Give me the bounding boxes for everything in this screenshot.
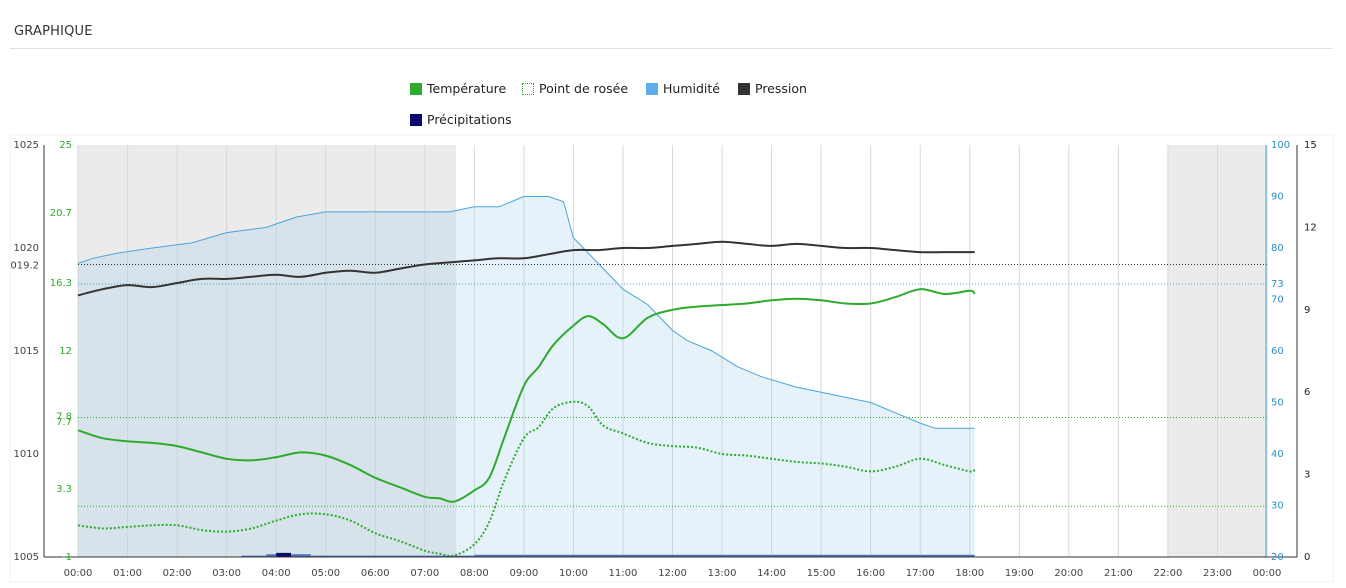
precipitation-bar bbox=[276, 552, 292, 557]
precipitation-tick-label: 9 bbox=[1304, 305, 1310, 316]
precipitation-tick-label: 6 bbox=[1304, 387, 1310, 398]
legend-label: Point de rosée bbox=[539, 81, 629, 96]
precipitation-bar bbox=[291, 554, 311, 557]
precipitation-tick-label: 12 bbox=[1304, 222, 1317, 233]
precipitation-bar bbox=[722, 554, 772, 557]
legend-item-precipitation[interactable]: Précipitations bbox=[410, 112, 512, 127]
page-title: GRAPHIQUE bbox=[14, 24, 93, 39]
humidity-area bbox=[78, 196, 975, 557]
humidity-tick-label: 80 bbox=[1271, 243, 1284, 254]
legend-item-temperature[interactable]: Température bbox=[410, 81, 506, 96]
legend-label: Humidité bbox=[663, 81, 720, 96]
blue-square-icon bbox=[646, 82, 658, 95]
x-tick-label: 04:00 bbox=[262, 568, 291, 579]
x-tick-label: 15:00 bbox=[807, 568, 836, 579]
legend-item-humidity[interactable]: Humidité bbox=[646, 81, 720, 96]
precipitation-bar bbox=[325, 555, 376, 557]
humidity-tick-label: 73 bbox=[1271, 279, 1284, 290]
x-tick-label: 00:00 bbox=[1253, 568, 1282, 579]
humidity-tick-label: 100 bbox=[1271, 140, 1290, 151]
legend-item-pressure[interactable]: Pression bbox=[738, 81, 807, 96]
x-tick-label: 16:00 bbox=[856, 568, 885, 579]
pressure-line bbox=[77, 240, 975, 297]
precipitation-tick-label: 3 bbox=[1304, 470, 1310, 481]
precipitation-bar bbox=[771, 554, 822, 557]
precipitation-bar bbox=[920, 554, 970, 557]
humidity-tick-label: 40 bbox=[1271, 449, 1284, 460]
temperature-tick-label: 7.7 bbox=[56, 417, 72, 428]
x-tick-label: 10:00 bbox=[559, 568, 588, 579]
temperature-tick-label: 3.3 bbox=[56, 484, 72, 495]
pressure-tick-label: 1015 bbox=[14, 346, 39, 357]
navy-square-icon bbox=[410, 113, 422, 126]
dotted-square-icon bbox=[522, 82, 534, 95]
pressure-tick-label: 1020 bbox=[14, 243, 39, 254]
x-tick-label: 07:00 bbox=[410, 568, 439, 579]
pressure-tick-label: 1005 bbox=[14, 552, 39, 563]
x-tick-label: 23:00 bbox=[1203, 568, 1232, 579]
x-tick-label: 05:00 bbox=[311, 568, 340, 579]
precipitation-bar bbox=[870, 554, 921, 557]
x-tick-label: 20:00 bbox=[1054, 568, 1083, 579]
legend-item-dew-point[interactable]: Point de rosée bbox=[522, 81, 628, 96]
temperature-tick-label: 12 bbox=[59, 346, 72, 357]
precipitation-bar bbox=[672, 554, 723, 557]
precipitation-tick-label: 15 bbox=[1304, 140, 1317, 151]
humidity-tick-label: 30 bbox=[1271, 501, 1284, 512]
humidity-tick-label: 70 bbox=[1271, 295, 1284, 306]
x-tick-label: 12:00 bbox=[658, 568, 687, 579]
precipitation-bar bbox=[622, 554, 673, 557]
temperature-tick-label: 7.8 bbox=[56, 412, 72, 423]
precipitation-tick-label: 0 bbox=[1304, 552, 1310, 563]
humidity-tick-label: 20 bbox=[1271, 552, 1284, 563]
humidity-tick-label: 90 bbox=[1271, 192, 1284, 203]
green-square-icon bbox=[410, 82, 422, 95]
temperature-tick-label: 25 bbox=[59, 140, 72, 151]
x-tick-label: 19:00 bbox=[1005, 568, 1034, 579]
dew-point-line bbox=[77, 400, 976, 557]
precipitation-bar bbox=[424, 555, 475, 557]
x-tick-label: 11:00 bbox=[609, 568, 638, 579]
temperature-tick-label: -1 bbox=[62, 552, 72, 563]
x-tick-label: 02:00 bbox=[163, 568, 192, 579]
pressure-marker-label: 019.2 bbox=[10, 260, 39, 271]
precipitation-bar bbox=[523, 554, 574, 557]
precipitation-bar bbox=[474, 554, 524, 557]
x-tick-label: 01:00 bbox=[113, 568, 142, 579]
header-divider bbox=[10, 48, 1333, 49]
night-band bbox=[78, 145, 457, 557]
humidity-tick-label: 50 bbox=[1271, 398, 1284, 409]
x-tick-label: 08:00 bbox=[460, 568, 489, 579]
x-tick-label: 22:00 bbox=[1154, 568, 1183, 579]
pressure-tick-label: 1025 bbox=[14, 140, 39, 151]
x-tick-label: 00:00 bbox=[64, 568, 93, 579]
x-tick-label: 13:00 bbox=[708, 568, 737, 579]
x-tick-label: 06:00 bbox=[361, 568, 390, 579]
x-tick-label: 18:00 bbox=[955, 568, 984, 579]
temperature-tick-label: 16.3 bbox=[50, 278, 72, 289]
x-tick-label: 14:00 bbox=[757, 568, 786, 579]
temperature-tick-label: 20.7 bbox=[50, 208, 72, 219]
legend-label: Précipitations bbox=[427, 112, 512, 127]
dark-square-icon bbox=[738, 82, 750, 95]
x-tick-label: 09:00 bbox=[509, 568, 538, 579]
pressure-tick-label: 1010 bbox=[14, 449, 39, 460]
precipitation-bar bbox=[266, 554, 277, 557]
precipitation-bar bbox=[310, 555, 326, 557]
x-tick-label: 03:00 bbox=[212, 568, 241, 579]
x-tick-label: 21:00 bbox=[1104, 568, 1133, 579]
precipitation-bar bbox=[241, 555, 267, 557]
legend-label: Température bbox=[427, 81, 507, 96]
temperature-line bbox=[77, 288, 976, 503]
legend-label: Pression bbox=[755, 81, 807, 96]
precipitation-bar bbox=[573, 554, 623, 557]
precipitation-bar bbox=[821, 554, 871, 557]
humidity-tick-label: 60 bbox=[1271, 346, 1284, 357]
x-tick-label: 17:00 bbox=[906, 568, 935, 579]
precipitation-bar bbox=[969, 554, 975, 557]
precipitation-bar bbox=[375, 555, 425, 557]
